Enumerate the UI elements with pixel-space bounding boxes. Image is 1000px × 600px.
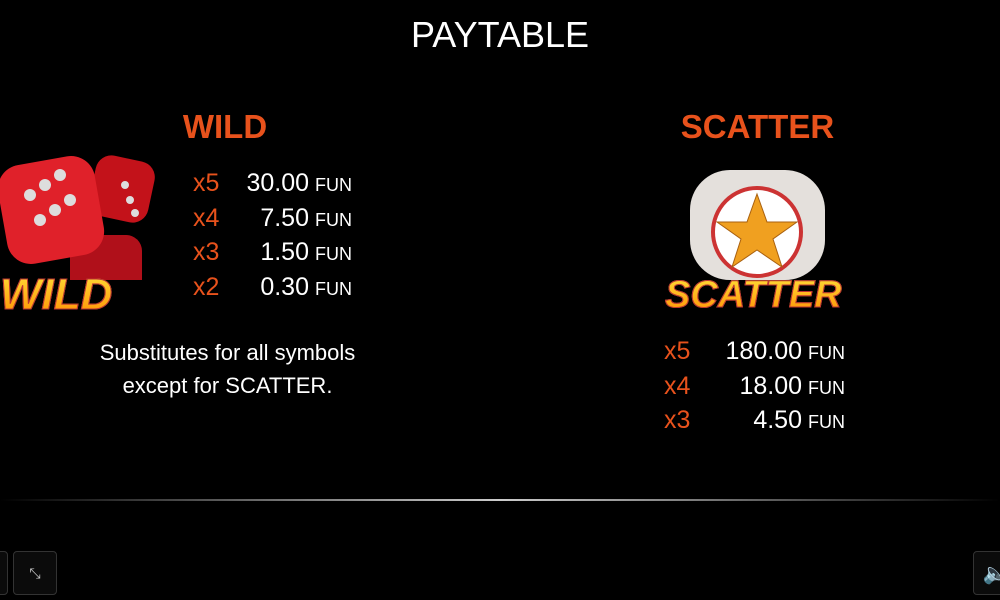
paytable-row: x2 0.30 FUN bbox=[193, 273, 352, 302]
multiplier: x3 bbox=[664, 406, 691, 434]
paytable-row: x5 180.00 FUN bbox=[664, 337, 845, 366]
scatter-symbol: SCATTER bbox=[665, 162, 850, 322]
wild-heading: WILD bbox=[182, 108, 268, 145]
divider bbox=[0, 499, 1000, 501]
currency: FUN bbox=[315, 175, 352, 195]
wild-description: Substitutes for all symbols except for S… bbox=[50, 336, 405, 402]
multiplier: x5 bbox=[664, 337, 691, 365]
payout-amount: 4.50 bbox=[753, 406, 802, 434]
currency: FUN bbox=[808, 412, 845, 432]
multiplier: x4 bbox=[664, 371, 691, 400]
multiplier: x5 bbox=[193, 169, 220, 197]
paytable-row: x3 1.50 FUN bbox=[193, 238, 352, 267]
paytable-row: x3 4.50 FUN bbox=[664, 406, 845, 435]
wild-logo-text: WILD bbox=[0, 270, 113, 320]
payout-amount: 18.00 bbox=[739, 371, 802, 400]
paytable-row: x5 30.00 FUN bbox=[193, 169, 352, 198]
multiplier: x4 bbox=[193, 203, 220, 232]
paytable-row: x4 7.50 FUN bbox=[193, 204, 352, 233]
currency: FUN bbox=[315, 209, 352, 230]
star-icon bbox=[690, 170, 825, 280]
description-line: except for SCATTER. bbox=[122, 373, 333, 398]
scatter-heading: SCATTER bbox=[680, 108, 835, 145]
scatter-logo-text: SCATTER bbox=[665, 274, 843, 317]
payout-amount: 180.00 bbox=[725, 337, 802, 365]
paytable-row: x4 18.00 FUN bbox=[664, 372, 845, 401]
payout-amount: 1.50 bbox=[260, 238, 309, 266]
currency: FUN bbox=[315, 244, 352, 264]
description-line: Substitutes for all symbols bbox=[99, 340, 356, 365]
multiplier: x2 bbox=[193, 272, 220, 301]
wild-symbol: WILD bbox=[0, 150, 160, 320]
menu-button[interactable] bbox=[0, 551, 8, 595]
payout-amount: 0.30 bbox=[260, 272, 309, 301]
currency: FUN bbox=[315, 278, 352, 299]
exit-fullscreen-icon: ⤡ bbox=[29, 564, 41, 581]
multiplier: x3 bbox=[193, 238, 220, 266]
page-title: PAYTABLE bbox=[410, 14, 590, 55]
currency: FUN bbox=[808, 343, 845, 363]
speaker-icon: 🔈 bbox=[982, 562, 1000, 585]
payout-amount: 7.50 bbox=[260, 203, 309, 232]
dice-icon bbox=[0, 155, 155, 295]
payout-amount: 30.00 bbox=[246, 169, 309, 197]
currency: FUN bbox=[808, 377, 845, 398]
fullscreen-button[interactable]: ⤡ bbox=[13, 551, 57, 595]
sound-button[interactable]: 🔈 bbox=[973, 551, 1000, 595]
